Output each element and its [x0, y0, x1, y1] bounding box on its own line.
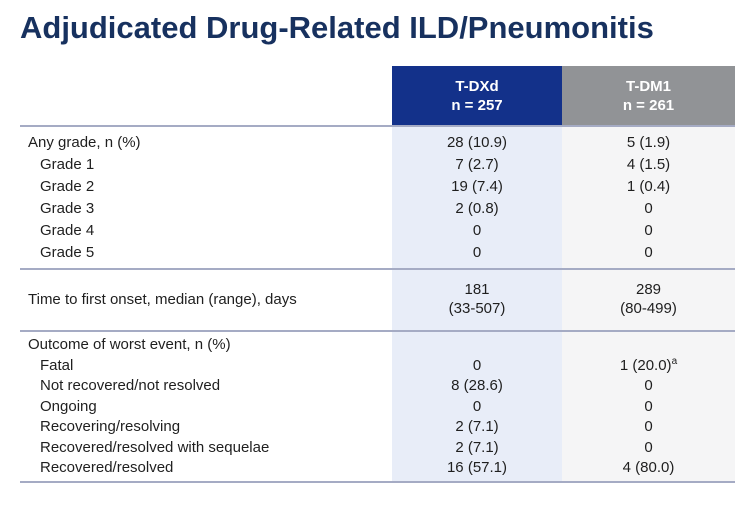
- row-label: Grade 4: [40, 222, 95, 239]
- table-row-grade-1: Grade 1 7 (2.7) 4 (1.5): [20, 154, 735, 176]
- tdxd-value: 2 (7.1): [455, 418, 499, 435]
- tdm1-value: 5 (1.9): [626, 134, 671, 151]
- onset-section: Time to first onset, median (range), day…: [20, 270, 735, 330]
- tdm1-median: 289: [635, 281, 662, 298]
- table-row-recovering: Recovering/resolving 2 (7.1) 0: [20, 417, 735, 438]
- tdxd-value: 2 (0.8): [455, 200, 499, 217]
- outcome-section: Outcome of worst event, n (%) Fatal 0 1 …: [20, 332, 735, 481]
- column-header-tdxd: T-DXd n = 257: [392, 66, 562, 125]
- tdxd-value: 28 (10.9): [446, 134, 508, 151]
- table-row-grade-4: Grade 4 0 0: [20, 220, 735, 242]
- table-row-grade-3: Grade 3 2 (0.8) 0: [20, 198, 735, 220]
- tdm1-value: [562, 335, 735, 356]
- tdm1-value: 4 (1.5): [626, 156, 671, 173]
- column-header-tdm1: T-DM1 n = 261: [562, 66, 735, 125]
- tdm1-value: 0: [644, 438, 653, 456]
- ild-pneumonitis-table: T-DXd n = 257 T-DM1 n = 261 Any grade, n…: [20, 66, 735, 483]
- tdxd-value: 0: [472, 222, 482, 239]
- tdm1-column-label: T-DM1: [626, 77, 671, 95]
- tdxd-value: 0: [472, 356, 482, 374]
- tdm1-value: 1 (20.0)a: [562, 356, 735, 377]
- tdxd-value: 0: [472, 397, 482, 415]
- row-label: Fatal: [40, 356, 74, 374]
- slide: Adjudicated Drug-Related ILD/Pneumonitis…: [0, 10, 752, 483]
- table-row-grade-5: Grade 5 0 0: [20, 242, 735, 264]
- tdm1-range: (80-499): [620, 300, 677, 317]
- tdm1-value: 0: [644, 397, 653, 415]
- row-label: Any grade, n (%): [28, 134, 141, 151]
- table-row-fatal: Fatal 0 1 (20.0)a: [20, 356, 735, 377]
- tdm1-value: 0: [644, 222, 653, 239]
- table-row-any-grade: Any grade, n (%) 28 (10.9) 5 (1.9): [20, 132, 735, 154]
- tdm1-value: 4 (80.0): [622, 459, 675, 476]
- header-spacer-cell: [20, 66, 392, 125]
- footnote-superscript-a: a: [671, 355, 678, 367]
- table-row-ongoing: Ongoing 0 0: [20, 397, 735, 418]
- tdxd-value: 8 (28.6): [451, 377, 503, 394]
- tdxd-value: 0: [472, 244, 482, 261]
- tdxd-value: 181 (33-507): [392, 280, 562, 318]
- row-label: Time to first onset, median (range), day…: [28, 290, 297, 308]
- tdm1-value: 0: [644, 377, 653, 394]
- tdxd-value: 19 (7.4): [451, 178, 503, 195]
- tdm1-value: 0: [644, 244, 653, 261]
- tdxd-range: (33-507): [448, 300, 506, 317]
- row-label: Not recovered/not resolved: [40, 377, 221, 394]
- tdm1-column-background: [562, 125, 735, 483]
- tdxd-value: 7 (2.7): [455, 156, 499, 173]
- tdxd-value: 2 (7.1): [455, 438, 499, 456]
- tdxd-value: 16 (57.1): [446, 459, 508, 476]
- tdxd-column-sublabel: n = 257: [451, 96, 503, 114]
- row-label: Grade 1: [40, 156, 95, 173]
- row-label: Outcome of worst event, n (%): [28, 336, 231, 353]
- bottom-rule: [20, 480, 735, 483]
- table-header-row: T-DXd n = 257 T-DM1 n = 261: [20, 66, 735, 125]
- table-row-recovered: Recovered/resolved 16 (57.1) 4 (80.0): [20, 458, 735, 479]
- tdm1-value: 0: [644, 200, 653, 217]
- table-row-outcome-header: Outcome of worst event, n (%): [20, 335, 735, 356]
- tdm1-value: 1 (0.4): [626, 178, 671, 195]
- tdm1-value: 0: [644, 418, 653, 435]
- page-title: Adjudicated Drug-Related ILD/Pneumonitis: [20, 10, 654, 45]
- table-row-recovered-sequelae: Recovered/resolved with sequelae 2 (7.1)…: [20, 438, 735, 459]
- row-label: Grade 2: [40, 178, 95, 195]
- row-label: Recovered/resolved with sequelae: [40, 438, 270, 456]
- row-label: Grade 3: [40, 200, 95, 217]
- header-divider: [20, 125, 735, 127]
- tdm1-fatal-value: 1 (20.0): [619, 356, 672, 374]
- row-label: Recovering/resolving: [40, 418, 181, 435]
- row-label: Grade 5: [40, 244, 95, 261]
- row-label: Ongoing: [40, 397, 97, 415]
- table-row-time-to-onset: Time to first onset, median (range), day…: [20, 280, 735, 318]
- section-divider: [20, 330, 735, 332]
- grades-section: Any grade, n (%) 28 (10.9) 5 (1.9) Grade…: [20, 127, 735, 268]
- section-divider: [20, 268, 735, 270]
- table-row-not-recovered: Not recovered/not resolved 8 (28.6) 0: [20, 376, 735, 397]
- table-row-grade-2: Grade 2 19 (7.4) 1 (0.4): [20, 176, 735, 198]
- row-label: Recovered/resolved: [40, 459, 174, 476]
- tdm1-column-sublabel: n = 261: [622, 96, 675, 114]
- tdxd-value: [392, 335, 562, 356]
- tdxd-median: 181: [464, 281, 490, 298]
- tdxd-column-label: T-DXd: [455, 77, 499, 95]
- tdm1-value: 289 (80-499): [562, 280, 735, 318]
- tdxd-column-background: [392, 125, 562, 483]
